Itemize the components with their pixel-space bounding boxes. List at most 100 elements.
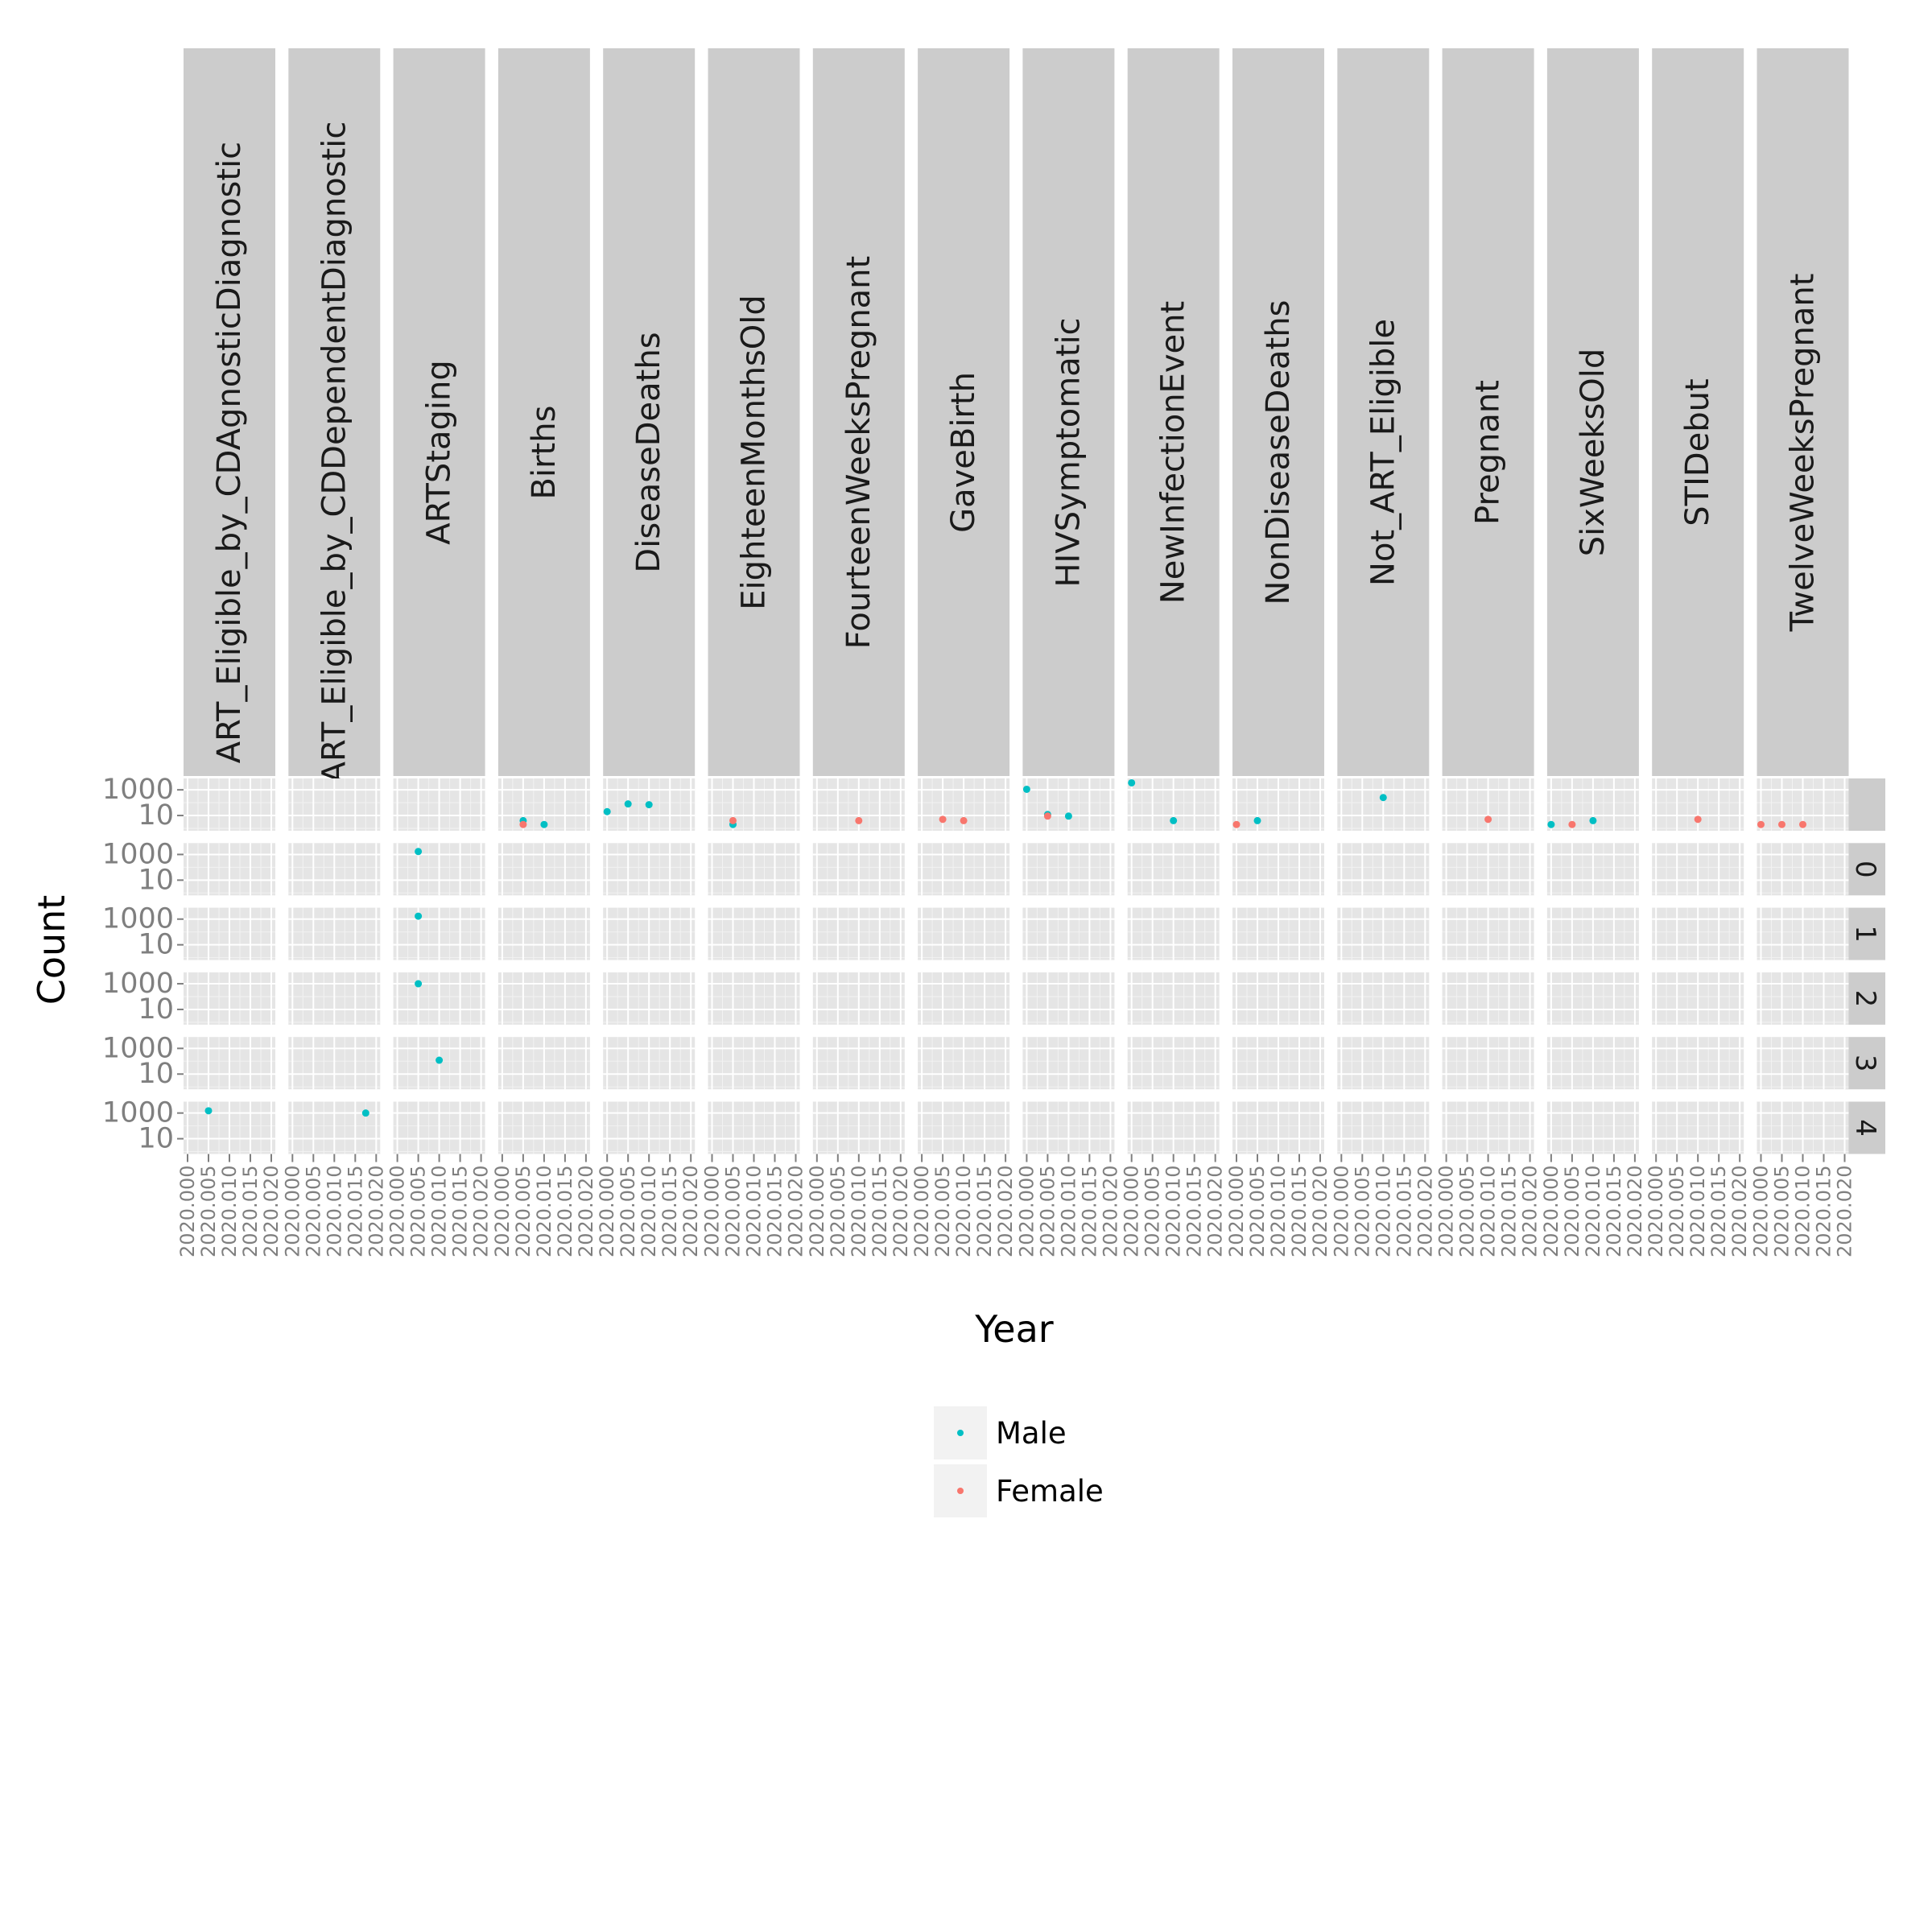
row-strip-label: 0 — [1849, 861, 1881, 878]
data-point-male — [1022, 785, 1030, 793]
y-tick-label: 10 — [138, 799, 174, 832]
data-point-male — [645, 801, 653, 809]
x-tick-label: 2020.015 — [1603, 1166, 1625, 1258]
x-tick-label: 2020.005 — [512, 1166, 535, 1258]
row-strip-bg — [1845, 778, 1885, 831]
column-strip-label: EighteenMonthsOld — [736, 295, 773, 610]
y-tick-label: 1000 — [102, 1097, 174, 1129]
x-tick-label: 2020.015 — [1813, 1166, 1835, 1258]
column-strip-bg — [1442, 48, 1534, 776]
x-tick-label: 2020.005 — [1771, 1166, 1794, 1258]
x-tick-label: 2020.015 — [658, 1166, 681, 1258]
x-tick-label: 2020.000 — [701, 1166, 724, 1258]
data-point-male — [415, 912, 423, 920]
column-strip-bg — [497, 48, 590, 776]
x-tick-label: 2020.020 — [470, 1166, 493, 1258]
column-strip-label: HIVSymptomatic — [1050, 317, 1087, 587]
y-tick-label: 10 — [138, 929, 174, 961]
column-strip-label: Not_ART_Eligible — [1364, 319, 1402, 586]
x-tick-label: 2020.015 — [1393, 1166, 1415, 1258]
y-tick-label: 10 — [138, 993, 174, 1026]
column-strip-bg — [1022, 48, 1115, 776]
x-tick-label: 2020.020 — [1624, 1166, 1646, 1258]
column-strip-bg — [1232, 48, 1324, 776]
y-tick-label: 10 — [138, 1058, 174, 1090]
data-point-male — [603, 807, 611, 815]
column-strip-label: FourteenWeeksPregnant — [840, 256, 877, 649]
x-tick-label: 2020.010 — [428, 1166, 451, 1258]
y-tick-label: 10 — [138, 1123, 174, 1155]
y-tick-label: 1000 — [102, 903, 174, 935]
x-tick-label: 2020.015 — [1707, 1166, 1730, 1258]
data-point-male — [1064, 812, 1072, 820]
x-tick-label: 2020.015 — [869, 1166, 891, 1258]
x-tick-label: 2020.000 — [1540, 1166, 1563, 1258]
x-tick-label: 2020.010 — [1582, 1166, 1604, 1258]
data-point-female — [1778, 820, 1785, 828]
column-strip-label: ART_Eligible_by_CDDependentDiagnostic — [316, 122, 353, 784]
x-tick-label: 2020.005 — [407, 1166, 430, 1258]
x-tick-label: 2020.000 — [910, 1166, 933, 1258]
row-strip-bg — [1845, 972, 1885, 1025]
x-tick-label: 2020.010 — [533, 1166, 555, 1258]
x-tick-label: 2020.005 — [197, 1166, 220, 1258]
x-tick-label: 2020.020 — [365, 1166, 387, 1258]
column-strip-bg — [1337, 48, 1430, 776]
x-tick-label: 2020.020 — [1204, 1166, 1227, 1258]
legend-label-male: Male — [996, 1416, 1067, 1451]
row-strip-bg — [1845, 843, 1885, 896]
column-strip-label: ART_Eligible_by_CDAgnosticDiagnostic — [211, 142, 248, 763]
data-point-male — [1379, 794, 1387, 802]
x-tick-label: 2020.010 — [638, 1166, 660, 1258]
column-strip-bg — [393, 48, 485, 776]
column-strip-bg — [288, 48, 381, 776]
y-tick-label: 1000 — [102, 838, 174, 870]
column-strip-label: Births — [526, 406, 563, 500]
x-tick-label: 2020.005 — [1351, 1166, 1373, 1258]
data-point-female — [1757, 820, 1765, 828]
x-tick-label: 2020.005 — [1036, 1166, 1059, 1258]
column-strip-label: GaveBirth — [945, 372, 982, 533]
column-strip-bg — [918, 48, 1010, 776]
data-point-female — [1694, 815, 1702, 824]
data-point-female — [939, 815, 947, 824]
column-strip-label: NewInfectionEvent — [1155, 301, 1192, 604]
x-tick-label: 2020.005 — [931, 1166, 954, 1258]
y-tick-label: 1000 — [102, 1032, 174, 1064]
column-strip-label: SixWeeksOld — [1575, 349, 1612, 557]
y-axis-title: Count — [30, 895, 73, 1005]
x-tick-label: 2020.000 — [281, 1166, 303, 1258]
x-tick-label: 2020.020 — [890, 1166, 912, 1258]
x-tick-label: 2020.020 — [785, 1166, 807, 1258]
x-tick-label: 2020.000 — [1121, 1166, 1143, 1258]
y-tick-label: 1000 — [102, 774, 174, 806]
column-strip-bg — [812, 48, 905, 776]
x-tick-label: 2020.005 — [1246, 1166, 1269, 1258]
data-point-female — [519, 820, 527, 828]
x-tick-label: 2020.010 — [1057, 1166, 1080, 1258]
x-tick-label: 2020.015 — [449, 1166, 472, 1258]
x-tick-label: 2020.005 — [827, 1166, 849, 1258]
x-tick-label: 2020.020 — [1834, 1166, 1856, 1258]
x-tick-label: 2020.005 — [722, 1166, 745, 1258]
column-strip-label: TwelveWeeksPregnant — [1785, 274, 1822, 633]
data-point-male — [1589, 816, 1597, 824]
data-points — [204, 778, 1806, 1117]
data-point-male — [204, 1107, 213, 1115]
data-point-female — [1043, 812, 1051, 820]
x-tick-label: 2020.000 — [1330, 1166, 1352, 1258]
column-strip-bg — [603, 48, 696, 776]
row-facet-strips: 0 1 2 3 4 — [1845, 778, 1885, 1154]
x-tick-label: 2020.010 — [743, 1166, 766, 1258]
row-strip-label: 2 — [1849, 990, 1881, 1008]
x-tick-label: 2020.010 — [1792, 1166, 1814, 1258]
x-tick-label: 2020.010 — [1162, 1166, 1185, 1258]
x-tick-label: 2020.010 — [218, 1166, 241, 1258]
row-strip-label: 3 — [1849, 1055, 1881, 1072]
data-point-female — [960, 816, 968, 824]
x-tick-label: 2020.015 — [973, 1166, 996, 1258]
column-strip-label: ARTStaging — [421, 360, 458, 545]
x-tick-label: 2020.000 — [491, 1166, 514, 1258]
